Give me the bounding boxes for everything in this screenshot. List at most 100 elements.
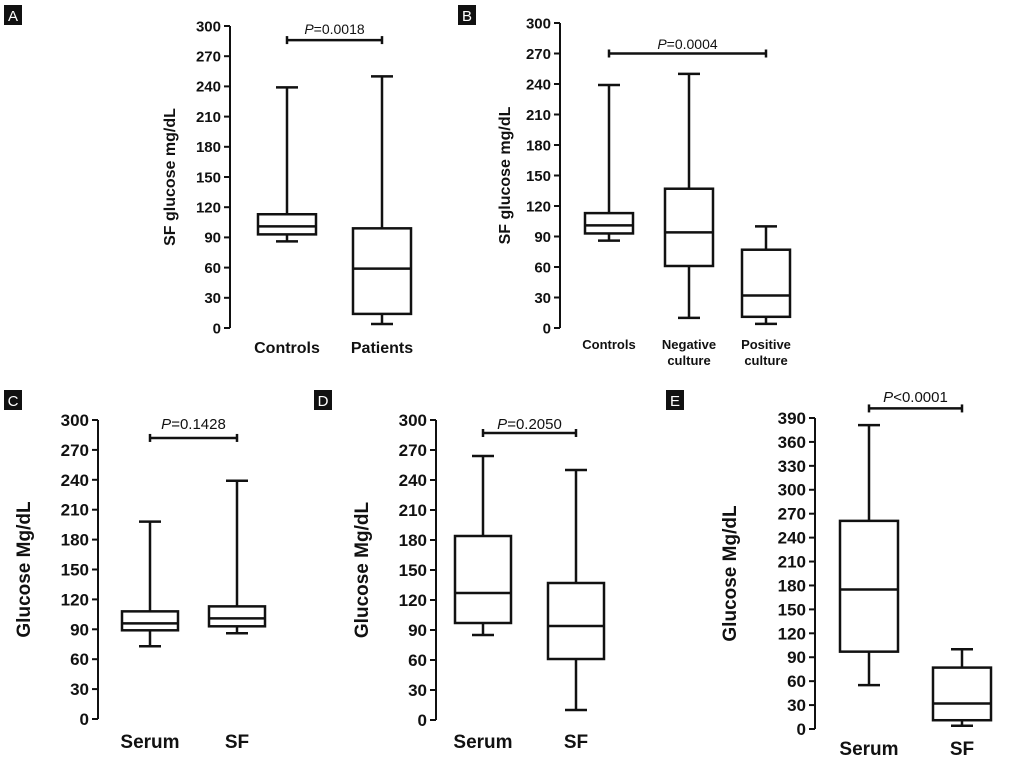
p-value-symbol: P (657, 36, 667, 52)
y-tick-label: 60 (204, 260, 221, 277)
x-category-label: SF (950, 739, 974, 759)
y-tick-label: 150 (399, 561, 427, 580)
y-tick-label: 270 (61, 441, 89, 460)
box-plot (120, 520, 180, 648)
y-tick-label: 120 (61, 590, 89, 609)
box-plot (931, 648, 993, 728)
y-tick-label: 120 (526, 198, 551, 215)
x-category-line: Controls (582, 337, 635, 352)
panel-tag-bg (4, 390, 22, 410)
x-category-line: culture (744, 353, 787, 368)
x-category-label: Controls (254, 340, 320, 357)
y-tick-label: 120 (196, 199, 221, 216)
y-tick-label: 0 (418, 711, 427, 730)
y-tick-label: 210 (61, 501, 89, 520)
p-value-text: =0.2050 (507, 416, 562, 433)
x-category-label: Patients (351, 340, 413, 357)
p-value-symbol: P (304, 21, 314, 37)
x-category-label: Negative culture (662, 337, 716, 368)
y-tick-label: 0 (80, 710, 89, 729)
p-value-symbol: P (497, 416, 507, 433)
panel-tag: B (458, 5, 476, 25)
y-tick-label: 210 (778, 552, 806, 571)
x-category-line: Serum (453, 732, 512, 753)
iqr-box (583, 211, 635, 235)
x-category-line: Patients (351, 340, 413, 357)
panel-b: B 0 30 60 90 120 150 180 210 240 270 300 SF glucose … (458, 5, 792, 368)
x-category-line: Controls (254, 340, 320, 357)
y-tick-label: 30 (204, 290, 221, 307)
y-tick-label: 180 (526, 137, 551, 154)
y-tick-label: 180 (61, 531, 89, 550)
p-value-label: P<0.0001 (883, 389, 948, 406)
box-plot (740, 225, 792, 326)
panel-tag: D (314, 390, 332, 410)
y-tick-label: 210 (399, 501, 427, 520)
y-tick-label: 120 (778, 624, 806, 643)
x-category-label: Positive culture (741, 337, 791, 368)
iqr-box (256, 212, 318, 236)
y-tick-label: 330 (778, 457, 806, 476)
y-axis-label: SF glucose mg/dL (497, 106, 514, 244)
y-tick-label: 210 (526, 107, 551, 124)
x-category-label: Controls (582, 337, 635, 352)
y-tick-label: 90 (534, 229, 551, 246)
y-tick-label: 360 (778, 433, 806, 452)
panel-letter: A (8, 8, 18, 25)
y-tick-label: 240 (61, 471, 89, 490)
y-tick-label: 270 (778, 505, 806, 524)
panel-tag: A (4, 5, 22, 25)
box-plot (351, 75, 413, 326)
panel-c: C 0 30 60 90 120 150 180 210 240 270 300 Glucose Mg/… (4, 390, 267, 753)
y-tick-label: 300 (526, 15, 551, 32)
x-category-label: SF (225, 732, 249, 753)
y-tick-label: 300 (399, 411, 427, 430)
y-tick-label: 0 (797, 720, 806, 739)
y-tick-label: 90 (408, 621, 427, 640)
box-plot (256, 86, 318, 243)
x-category-line: SF (564, 732, 588, 753)
y-tick-label: 300 (778, 481, 806, 500)
y-tick-label: 30 (408, 681, 427, 700)
box-plot (546, 468, 606, 712)
y-tick-label: 90 (70, 620, 89, 639)
iqr-box (207, 605, 267, 628)
y-tick-label: 90 (204, 230, 221, 247)
y-tick-label: 60 (70, 650, 89, 669)
panel-tag: C (4, 390, 22, 410)
y-axis-label: Glucose Mg/dL (352, 502, 373, 639)
p-value-label: P=0.1428 (161, 416, 226, 433)
x-category-line: SF (225, 732, 249, 753)
p-value-label: P=0.2050 (497, 416, 562, 433)
iqr-box (740, 248, 792, 319)
panel-tag: E (666, 390, 684, 410)
panel-d: D 0 30 60 90 120 150 180 210 240 270 300 Glucose Mg/… (314, 390, 606, 753)
y-tick-label: 150 (196, 169, 221, 186)
y-tick-label: 30 (787, 696, 806, 715)
p-value-text: =0.0004 (667, 36, 718, 52)
panel-letter: E (670, 393, 680, 410)
x-category-line: Positive (741, 337, 791, 352)
y-tick-label: 150 (778, 600, 806, 619)
y-axis-label: Glucose Mg/dL (720, 505, 741, 642)
p-value-label: P=0.0018 (304, 21, 365, 37)
iqr-box (931, 666, 993, 722)
y-tick-label: 240 (778, 529, 806, 548)
p-value-symbol: P (161, 416, 171, 433)
p-value-text: =0.0018 (314, 21, 365, 37)
y-tick-label: 120 (399, 591, 427, 610)
x-category-label: Serum (120, 732, 179, 753)
y-tick-label: 300 (196, 18, 221, 35)
iqr-box (351, 227, 413, 316)
iqr-box (838, 519, 900, 653)
p-value-text: <0.0001 (893, 389, 948, 406)
panel-tag-bg (4, 5, 22, 25)
box-plot (583, 83, 635, 242)
x-category-label: SF (564, 732, 588, 753)
box-plot (453, 454, 513, 637)
y-tick-label: 240 (526, 76, 551, 93)
box-plot (663, 72, 715, 320)
iqr-box (546, 581, 606, 661)
p-value-label: P=0.0004 (657, 36, 718, 52)
